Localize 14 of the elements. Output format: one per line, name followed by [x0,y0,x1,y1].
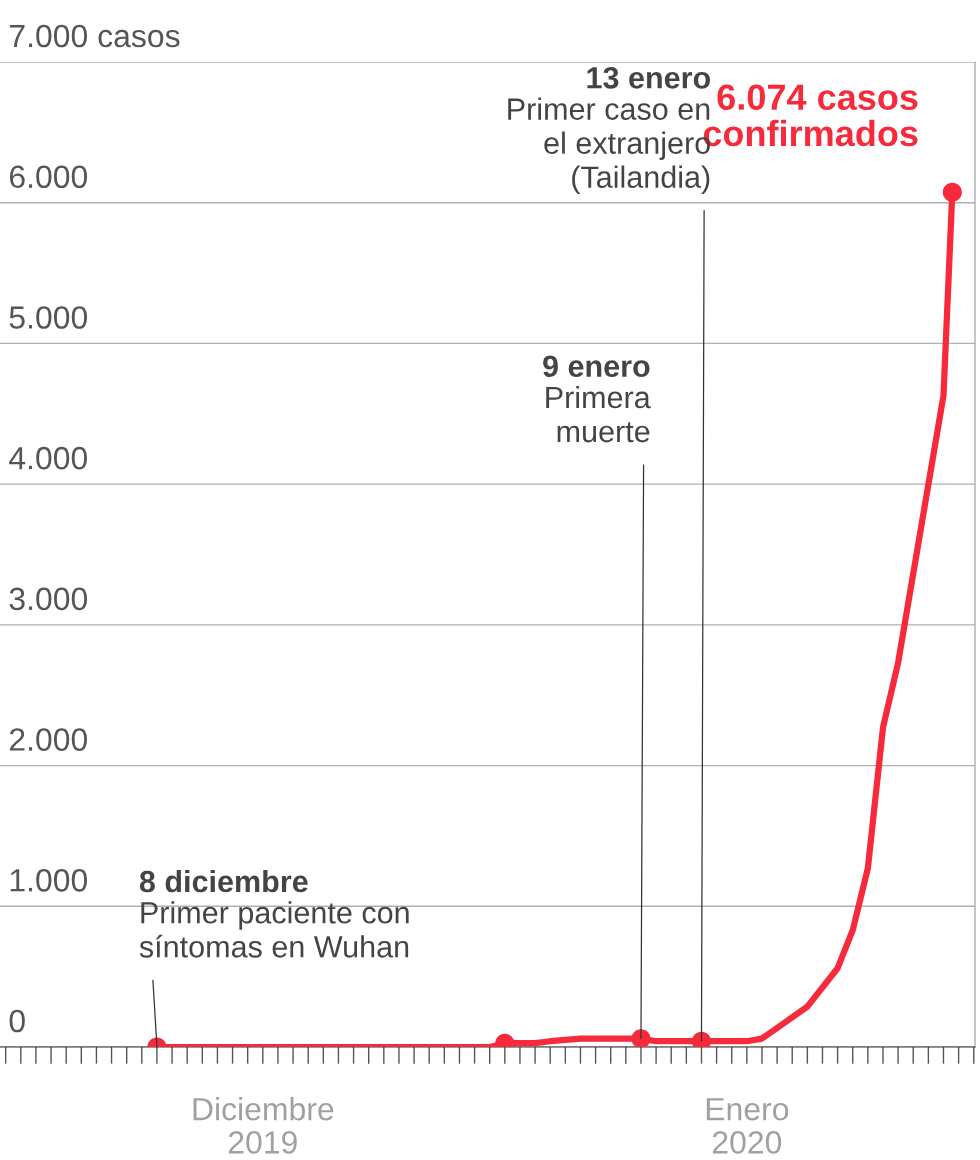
y-tick-label: 6.000 [9,165,88,189]
y-tick-label: 0 [9,1009,25,1033]
y-tick-label: 5.000 [9,306,88,329]
y-tick-label: 4.000 [9,446,88,470]
y-tick-label: 2.000 [9,728,88,751]
y-tick-label: 3.000 [9,587,88,611]
x-tick-label: Diciembre 2019 [193,1097,334,1154]
annotation: 8 diciembre [139,869,308,893]
annotation: Primer paciente con síntomas en Wuhan [139,901,409,958]
y-tick-label: 1.000 [10,869,88,892]
x-tick-label: Enero 2020 [706,1098,789,1154]
y-tick-label: 7.000 casos [9,24,180,48]
annotation: 9 enero [543,355,650,378]
annotation: Primera muerte [546,385,651,443]
